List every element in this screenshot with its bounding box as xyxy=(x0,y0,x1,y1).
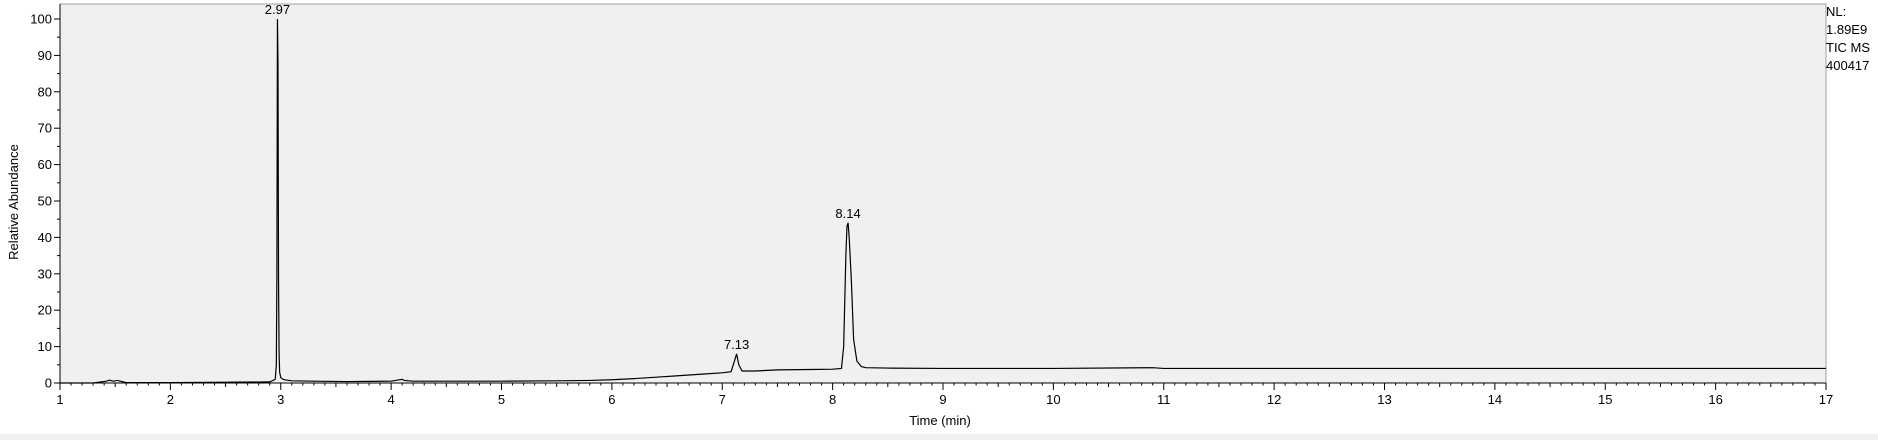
x-tick-label: 1 xyxy=(56,392,63,407)
x-tick-label: 5 xyxy=(498,392,505,407)
x-tick-label: 4 xyxy=(388,392,395,407)
peak-label: 8.14 xyxy=(835,206,860,221)
peak-label: 2.97 xyxy=(265,2,290,17)
file-id: 400417 xyxy=(1826,58,1870,73)
y-axis-title: Relative Abundance xyxy=(6,144,21,260)
peak-labels: 2.97 7.13 8.14 xyxy=(265,2,861,352)
plot-area xyxy=(59,3,1827,384)
x-tick-label: 10 xyxy=(1046,392,1060,407)
y-tick-label: 60 xyxy=(38,157,52,172)
x-tick-label: 9 xyxy=(939,392,946,407)
x-tick-label: 7 xyxy=(719,392,726,407)
info-panel: NL: 1.89E9 TIC MS 400417 xyxy=(1826,3,1878,75)
y-tick-label: 70 xyxy=(38,121,52,136)
y-tick-label: 20 xyxy=(38,303,52,318)
x-tick-label: 3 xyxy=(277,392,284,407)
nl-label: NL: xyxy=(1826,4,1847,19)
peak-label: 7.13 xyxy=(724,337,749,352)
x-tick-label: 2 xyxy=(167,392,174,407)
bottom-strip xyxy=(0,434,1878,440)
x-tick-label: 14 xyxy=(1488,392,1502,407)
y-tick-label: 80 xyxy=(38,84,52,99)
y-tick-label: 90 xyxy=(38,48,52,63)
y-tick-label: 40 xyxy=(38,230,52,245)
y-tick-label: 10 xyxy=(38,339,52,354)
x-tick-label: 6 xyxy=(608,392,615,407)
scan-type: TIC MS xyxy=(1826,40,1871,55)
y-axis: 0 10 20 30 40 50 60 70 80 90 100 xyxy=(30,4,61,391)
x-tick-label: 17 xyxy=(1819,392,1833,407)
y-tick-label: 50 xyxy=(38,194,52,209)
x-tick-label: 16 xyxy=(1708,392,1722,407)
y-tick-label: 0 xyxy=(45,376,52,391)
x-axis: 1 2 3 4 5 6 7 8 9 10 11 12 13 14 15 16 17 xyxy=(56,382,1833,407)
nl-value: 1.89E9 xyxy=(1826,22,1868,37)
y-tick-label: 30 xyxy=(38,266,52,281)
x-tick-label: 15 xyxy=(1598,392,1612,407)
x-tick-label: 11 xyxy=(1157,392,1171,407)
x-tick-label: 13 xyxy=(1377,392,1391,407)
x-axis-title: Time (min) xyxy=(909,413,971,428)
y-tick-label: 100 xyxy=(30,12,52,27)
x-tick-label: 8 xyxy=(829,392,836,407)
x-tick-label: 12 xyxy=(1267,392,1281,407)
tic-trace xyxy=(60,18,1826,384)
